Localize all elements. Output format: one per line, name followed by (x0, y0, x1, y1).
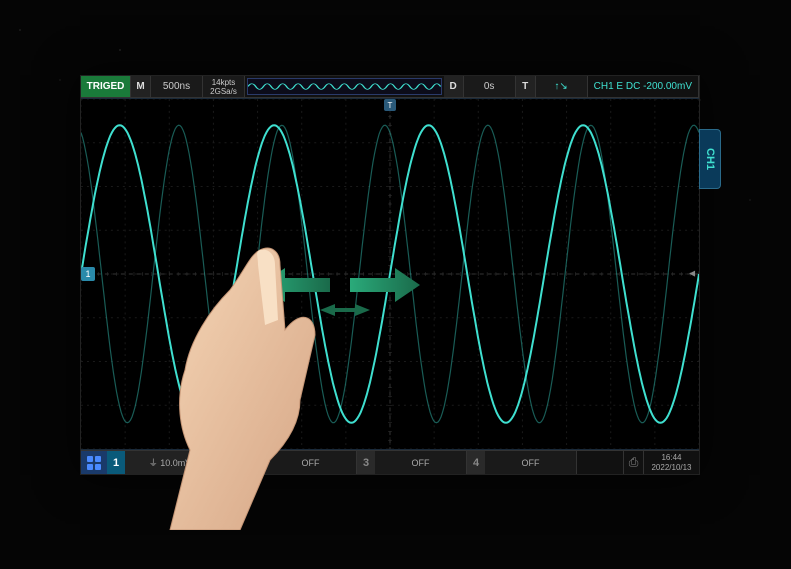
channel-2-value: OFF (265, 458, 356, 468)
channel-1-button[interactable]: 1 ⏚ 10.0mV 1.000X (107, 451, 247, 474)
delay-label[interactable]: D (444, 76, 464, 97)
channel-1-value: ⏚ 10.0mV 1.000X (125, 456, 246, 469)
trigger-label[interactable]: T (516, 76, 536, 97)
usb-icon: ⎙ (623, 451, 643, 474)
oscilloscope-screen: TRIGED M 500ns 14kpts 2GSa/s D 0s T ↑↘ C… (80, 75, 700, 475)
bottom-toolbar: 1 ⏚ 10.0mV 1.000X 2 OFF 3 OFF 4 OFF ⎙ 16… (81, 450, 699, 474)
menu-button[interactable] (81, 451, 107, 474)
grid-icon (87, 456, 101, 470)
trigger-status: TRIGED (81, 76, 131, 97)
channel-2-number: 2 (247, 451, 265, 474)
sample-info: 14kpts 2GSa/s (203, 76, 245, 97)
sample-rate: 2GSa/s (210, 87, 237, 96)
channel-3-button[interactable]: 3 OFF (357, 451, 467, 474)
trigger-level-arrow[interactable]: ◄ (687, 269, 697, 280)
top-toolbar: TRIGED M 500ns 14kpts 2GSa/s D 0s T ↑↘ C… (81, 76, 699, 98)
channel-ground-marker[interactable]: 1 (81, 267, 95, 281)
channel-2-button[interactable]: 2 OFF (247, 451, 357, 474)
time-value: 16:44 (661, 453, 681, 463)
timebase-label[interactable]: M (131, 76, 151, 97)
channel-3-value: OFF (375, 458, 466, 468)
delay-value[interactable]: 0s (464, 76, 516, 97)
trigger-info[interactable]: CH1 E DC -200.00mV (588, 76, 699, 97)
trigger-position-marker[interactable]: T (384, 99, 396, 111)
date-value: 2022/10/13 (651, 463, 691, 473)
waveform-display[interactable]: T 1 ◄ CH1 (81, 98, 699, 450)
channel-3-number: 3 (357, 451, 375, 474)
clock: 16:44 2022/10/13 (643, 451, 699, 474)
trigger-edge-icon: ↑↘ (536, 76, 588, 97)
channel-4-value: OFF (485, 458, 576, 468)
timebase-value[interactable]: 500ns (151, 76, 203, 97)
channel-1-number: 1 (107, 451, 125, 474)
overview-waveform[interactable] (247, 78, 442, 95)
channel-tab[interactable]: CH1 (699, 129, 721, 189)
channel-4-number: 4 (467, 451, 485, 474)
sample-points: 14kpts (212, 78, 236, 87)
channel-4-button[interactable]: 4 OFF (467, 451, 577, 474)
